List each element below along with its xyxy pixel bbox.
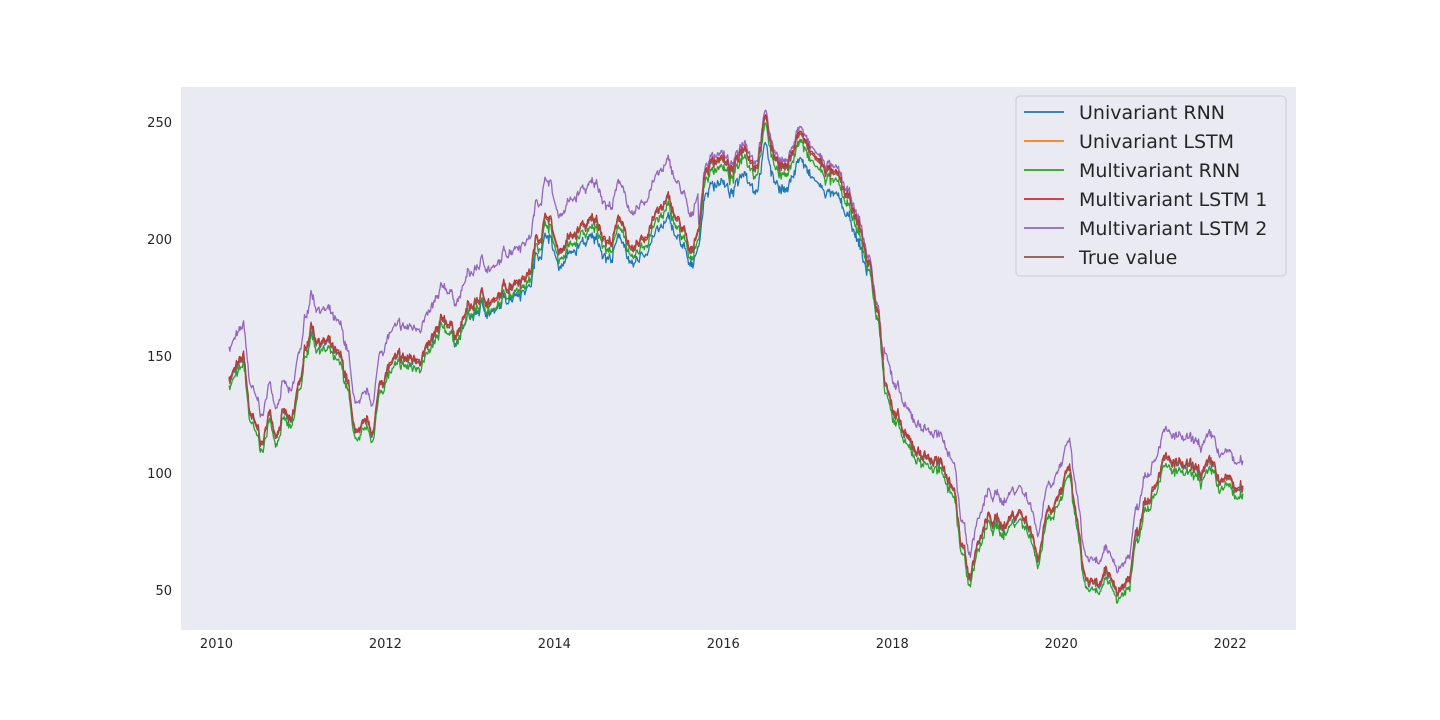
x-tick-label: 2018 bbox=[876, 637, 909, 652]
series-line-true-value bbox=[228, 116, 1244, 597]
legend-label: True value bbox=[1078, 247, 1177, 269]
x-tick-label: 2010 bbox=[200, 637, 233, 652]
y-tick-label: 150 bbox=[147, 350, 172, 365]
x-tick-label: 2014 bbox=[538, 637, 571, 652]
legend-label: Multivariant LSTM 1 bbox=[1079, 189, 1267, 211]
legend: Univariant RNN Univariant LSTM Multivari… bbox=[1015, 95, 1287, 277]
y-axis-ticks: 50 100 150 200 250 bbox=[147, 116, 172, 599]
y-tick-label: 250 bbox=[147, 116, 172, 131]
x-axis-ticks: 2010 2012 2014 2016 2018 2020 2022 bbox=[200, 637, 1247, 652]
series-lines bbox=[228, 109, 1244, 604]
x-tick-label: 2020 bbox=[1045, 637, 1078, 652]
x-tick-label: 2022 bbox=[1214, 637, 1247, 652]
y-tick-label: 200 bbox=[147, 233, 172, 248]
legend-label: Multivariant LSTM 2 bbox=[1079, 218, 1267, 240]
x-tick-label: 2016 bbox=[707, 637, 740, 652]
legend-label: Univariant LSTM bbox=[1079, 131, 1234, 153]
y-tick-label: 50 bbox=[155, 584, 172, 599]
x-tick-label: 2012 bbox=[369, 637, 402, 652]
series-line-multivariant-rnn bbox=[228, 122, 1244, 604]
legend-label: Univariant RNN bbox=[1079, 102, 1225, 124]
legend-items: Univariant RNN Univariant LSTM Multivari… bbox=[1024, 102, 1267, 269]
y-tick-label: 100 bbox=[147, 467, 172, 482]
legend-label: Multivariant RNN bbox=[1079, 160, 1240, 182]
legend-box bbox=[1015, 95, 1287, 277]
series-line-multivariant-lstm-2 bbox=[228, 109, 1244, 574]
